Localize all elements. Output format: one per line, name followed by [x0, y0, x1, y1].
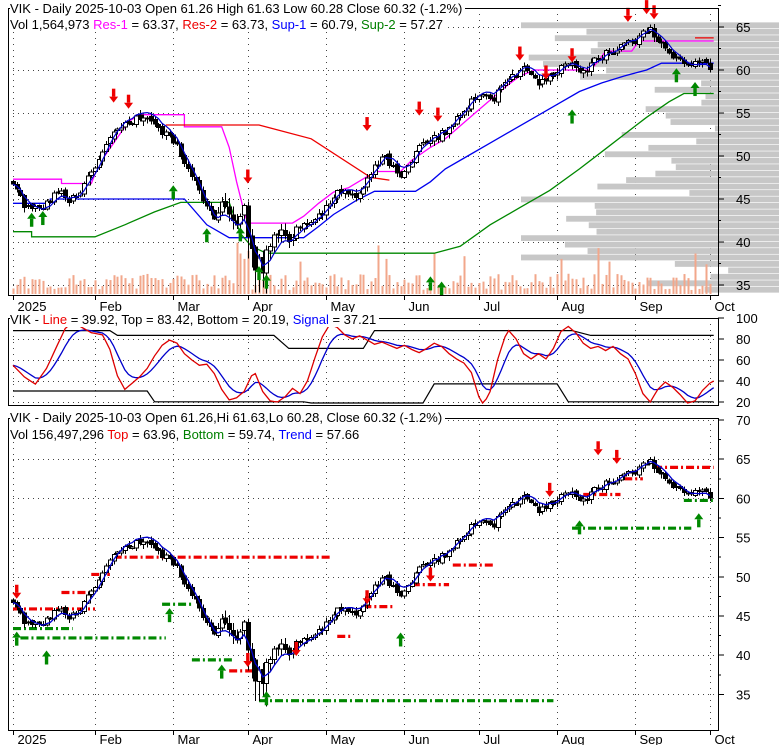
panel2-title: VIK - Line = 39.92, Top = 83.42, Bottom … [10, 312, 380, 327]
svg-text:50: 50 [736, 570, 750, 585]
panel1-title: VIK - Daily 2025-10-03 Open 61.26 High 6… [10, 1, 466, 16]
svg-text:Apr: Apr [253, 299, 274, 314]
svg-text:60: 60 [736, 491, 750, 506]
svg-text:45: 45 [736, 192, 750, 207]
svg-text:80: 80 [736, 332, 750, 347]
svg-text:Feb: Feb [100, 299, 122, 314]
svg-text:Aug: Aug [562, 299, 585, 314]
svg-text:35: 35 [736, 687, 750, 702]
svg-text:Oct: Oct [715, 299, 736, 314]
svg-text:50: 50 [736, 149, 750, 164]
svg-text:Jun: Jun [409, 299, 430, 314]
svg-text:20: 20 [736, 395, 750, 410]
svg-text:60: 60 [736, 353, 750, 368]
svg-text:55: 55 [736, 106, 750, 121]
panel3-indicator-values: Vol 156,497,296 Top = 63.96, Bottom = 59… [10, 427, 363, 442]
svg-text:Sep: Sep [640, 299, 663, 314]
svg-text:Apr: Apr [253, 732, 274, 745]
svg-text:Oct: Oct [715, 732, 736, 745]
svg-text:70: 70 [736, 413, 750, 428]
svg-text:2025: 2025 [18, 732, 47, 745]
svg-text:Jul: Jul [484, 299, 501, 314]
svg-text:40: 40 [736, 235, 750, 250]
svg-text:May: May [331, 732, 356, 745]
svg-text:Feb: Feb [100, 732, 122, 745]
svg-text:55: 55 [736, 531, 750, 546]
svg-text:Mar: Mar [178, 732, 201, 745]
svg-text:35: 35 [736, 278, 750, 293]
svg-text:Aug: Aug [562, 732, 585, 745]
svg-text:Jul: Jul [484, 732, 501, 745]
svg-text:100: 100 [736, 311, 758, 326]
svg-text:Sep: Sep [640, 732, 663, 745]
panel3-title: VIK - Daily 2025-10-03 Open 61.26,Hi 61.… [10, 410, 446, 425]
svg-text:40: 40 [736, 374, 750, 389]
svg-text:40: 40 [736, 648, 750, 663]
svg-text:45: 45 [736, 609, 750, 624]
svg-text:Mar: Mar [178, 299, 201, 314]
svg-text:Jun: Jun [409, 732, 430, 745]
svg-text:65: 65 [736, 452, 750, 467]
svg-text:65: 65 [736, 20, 750, 35]
svg-text:60: 60 [736, 63, 750, 78]
panel1-indicator-values: Vol 1,564,973 Res-1 = 63.37, Res-2 = 63.… [10, 17, 447, 32]
svg-text:2025: 2025 [18, 299, 47, 314]
svg-text:May: May [331, 299, 356, 314]
